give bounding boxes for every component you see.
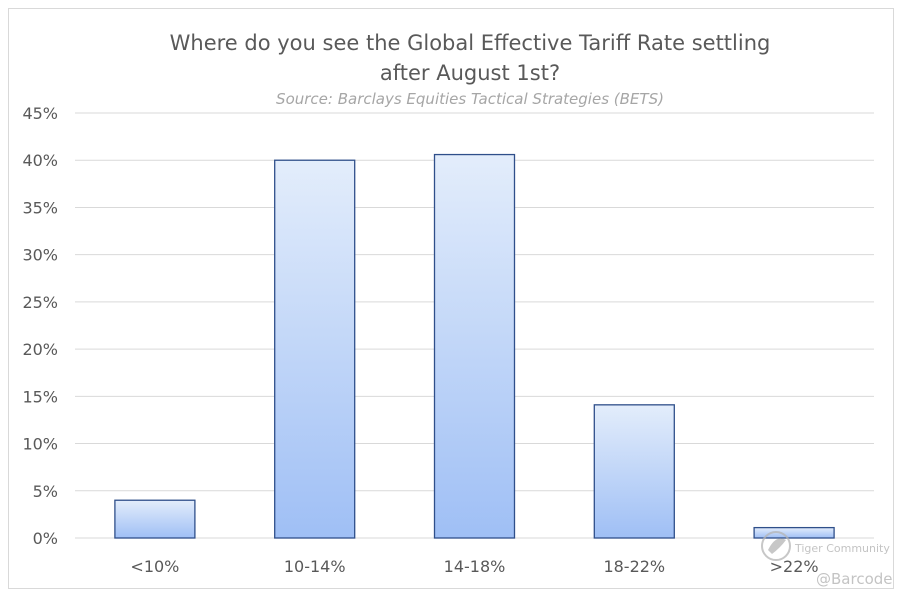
bar-<10%	[114, 499, 196, 539]
bar-14-18%	[433, 153, 516, 539]
y-tick-label: 0%	[33, 529, 58, 548]
y-axis-ticks: 0% 5% 10% 15% 20% 25% 30% 35% 40% 45%	[22, 104, 58, 548]
watermark: Tiger Community @Barcode	[761, 531, 893, 588]
watermark-handle: @Barcode	[816, 570, 893, 588]
x-axis-ticks: <10% 10-14% 14-18% 18-22% >22%	[130, 557, 818, 576]
chart-title-line-2: after August 1st?	[380, 61, 560, 85]
bar-18-22%	[593, 404, 675, 539]
bars	[114, 153, 835, 539]
y-tick-label: 20%	[22, 340, 58, 359]
y-tick-label: 25%	[22, 293, 58, 312]
chart-title-line-1: Where do you see the Global Effective Ta…	[170, 31, 771, 55]
chart-subtitle: Source: Barclays Equities Tactical Strat…	[276, 90, 664, 108]
watermark-brand: Tiger Community	[794, 542, 890, 555]
y-tick-label: 30%	[22, 246, 58, 265]
bar->22%	[753, 526, 835, 539]
y-tick-label: 40%	[22, 151, 58, 170]
y-tick-label: 10%	[22, 435, 58, 454]
x-tick-label: <10%	[130, 557, 179, 576]
x-tick-label: 10-14%	[284, 557, 346, 576]
x-tick-label: 14-18%	[444, 557, 506, 576]
bar-10-14%	[274, 159, 356, 539]
x-tick-label: 18-22%	[603, 557, 665, 576]
x-tick-label: >22%	[770, 557, 819, 576]
tiger-logo-icon	[761, 531, 791, 561]
y-tick-label: 45%	[22, 104, 58, 123]
y-tick-label: 5%	[33, 482, 58, 501]
y-tick-label: 15%	[22, 387, 58, 406]
y-tick-label: 35%	[22, 198, 58, 217]
